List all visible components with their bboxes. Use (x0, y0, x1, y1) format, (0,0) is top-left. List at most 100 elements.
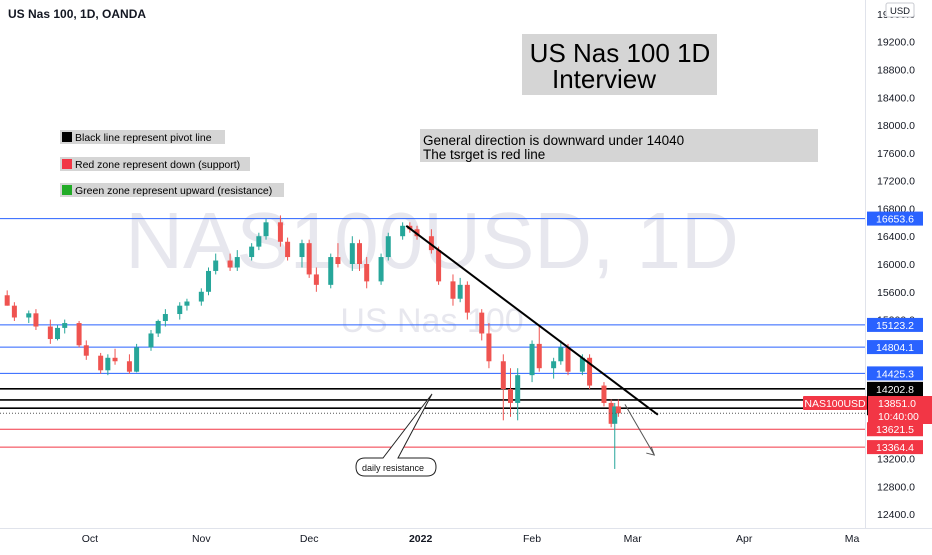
candle-body (436, 250, 442, 282)
candle-body (277, 222, 283, 242)
legend: Black line represent pivot line Red zone… (60, 130, 284, 197)
horizontal-lines-layer (0, 218, 866, 448)
watermark-name: US Nas 100 (340, 302, 523, 340)
candle-body (565, 347, 571, 372)
candle-body (536, 343, 542, 369)
candle-body (105, 357, 111, 371)
candle-body (306, 243, 312, 275)
candle-body (162, 314, 168, 321)
candle-body (126, 361, 132, 372)
level-tag-label: 13621.5 (876, 424, 914, 436)
target-arrow[interactable] (624, 404, 655, 456)
candle-body (457, 284, 463, 299)
x-tick-label: Apr (736, 533, 753, 545)
title-line2: Interview (552, 64, 656, 94)
x-tick-label: Nov (192, 533, 211, 545)
currency-badge[interactable] (885, 2, 915, 18)
level-tag-label: 14425.3 (876, 368, 914, 380)
candle-body (148, 333, 154, 348)
legend-swatch-pivot (62, 132, 72, 142)
y-tick-label: 15600.0 (877, 287, 915, 299)
level-tag (867, 211, 923, 226)
candle-body (357, 243, 363, 264)
x-tick-label: Feb (523, 533, 541, 545)
candle-body (256, 236, 262, 247)
level-tag-label: 14804.1 (876, 342, 914, 354)
legend-item-bg (60, 130, 225, 144)
candle-body (98, 355, 104, 371)
symbol-tag-label: NAS100USD (804, 398, 866, 410)
target-arrow-head (646, 446, 656, 456)
candle-body (579, 357, 585, 372)
candle-body (177, 305, 183, 315)
last-price-tag (868, 396, 932, 424)
legend-item-resistance: Green zone represent upward (resistance) (75, 185, 272, 197)
candle-body (558, 347, 564, 362)
candle-body (328, 257, 334, 285)
level-tag-label: 14202.8 (876, 384, 914, 396)
y-tick-label: 16000.0 (877, 259, 915, 271)
candle-body (206, 270, 212, 292)
last-price-countdown: 10:40:00 (878, 411, 919, 423)
candle-body (507, 389, 513, 403)
y-tick-label: 12800.0 (877, 481, 915, 493)
legend-item-support: Red zone represent down (support) (75, 159, 240, 171)
candle-body (612, 406, 618, 424)
symbol-tag (803, 396, 867, 410)
candle-body (479, 312, 485, 334)
info-box (420, 129, 818, 162)
info-line1: General direction is downward under 1404… (423, 133, 684, 148)
info-line2: The tsrget is red line (423, 147, 545, 162)
candle-body (601, 385, 607, 403)
symbol-header: US Nas 100, 1D, OANDA (8, 7, 146, 21)
candle-body (155, 320, 161, 334)
candle-body (608, 402, 614, 424)
x-tick-label: 2022 (409, 533, 433, 545)
currency-label: USD (890, 6, 910, 17)
candle-body (428, 236, 434, 251)
level-tag-label: 13364.4 (876, 442, 914, 454)
level-tag-label: 15123.2 (876, 320, 914, 332)
legend-item-bg (60, 157, 250, 171)
y-tick-label: 19200.0 (877, 37, 915, 49)
candle-body (385, 236, 391, 258)
candle-body (33, 313, 39, 327)
legend-item-pivot: Black line represent pivot line (75, 132, 212, 144)
y-tick-label: 18400.0 (877, 92, 915, 104)
level-tag (867, 317, 923, 332)
trendline[interactable] (405, 224, 659, 416)
candle-body (313, 274, 319, 285)
candle-body (335, 257, 341, 264)
candle-body (285, 241, 291, 258)
candle-body (615, 406, 621, 414)
legend-swatch-resistance (62, 185, 72, 195)
candle-body (234, 257, 240, 268)
time-axis[interactable]: Oct Nov Dec 2022 Feb Mar Apr Ma (82, 533, 860, 545)
candle-body (464, 284, 470, 313)
candle-body (55, 327, 61, 340)
candle-body (450, 281, 456, 299)
x-tick-label: Mar (624, 533, 643, 545)
y-tick-label: 13200.0 (877, 454, 915, 466)
candle-body (515, 375, 521, 403)
candle-body (500, 361, 506, 390)
level-tag (867, 440, 923, 455)
daily-resistance-callout[interactable]: daily resistance (355, 393, 437, 477)
candle-body (349, 243, 355, 264)
candle-body (486, 333, 492, 362)
candle-body (76, 323, 82, 346)
x-tick-label: Ma (845, 533, 860, 545)
x-tick-label: Oct (82, 533, 98, 545)
candle-body (213, 260, 219, 271)
candle-body (83, 345, 89, 356)
level-tag (867, 381, 923, 396)
y-tick-label: 18800.0 (877, 64, 915, 76)
candle-body (263, 222, 269, 237)
y-tick-label: 17200.0 (877, 176, 915, 188)
candle-body (378, 257, 384, 282)
y-tick-label: 12400.0 (877, 509, 915, 521)
candle-body (299, 243, 305, 258)
